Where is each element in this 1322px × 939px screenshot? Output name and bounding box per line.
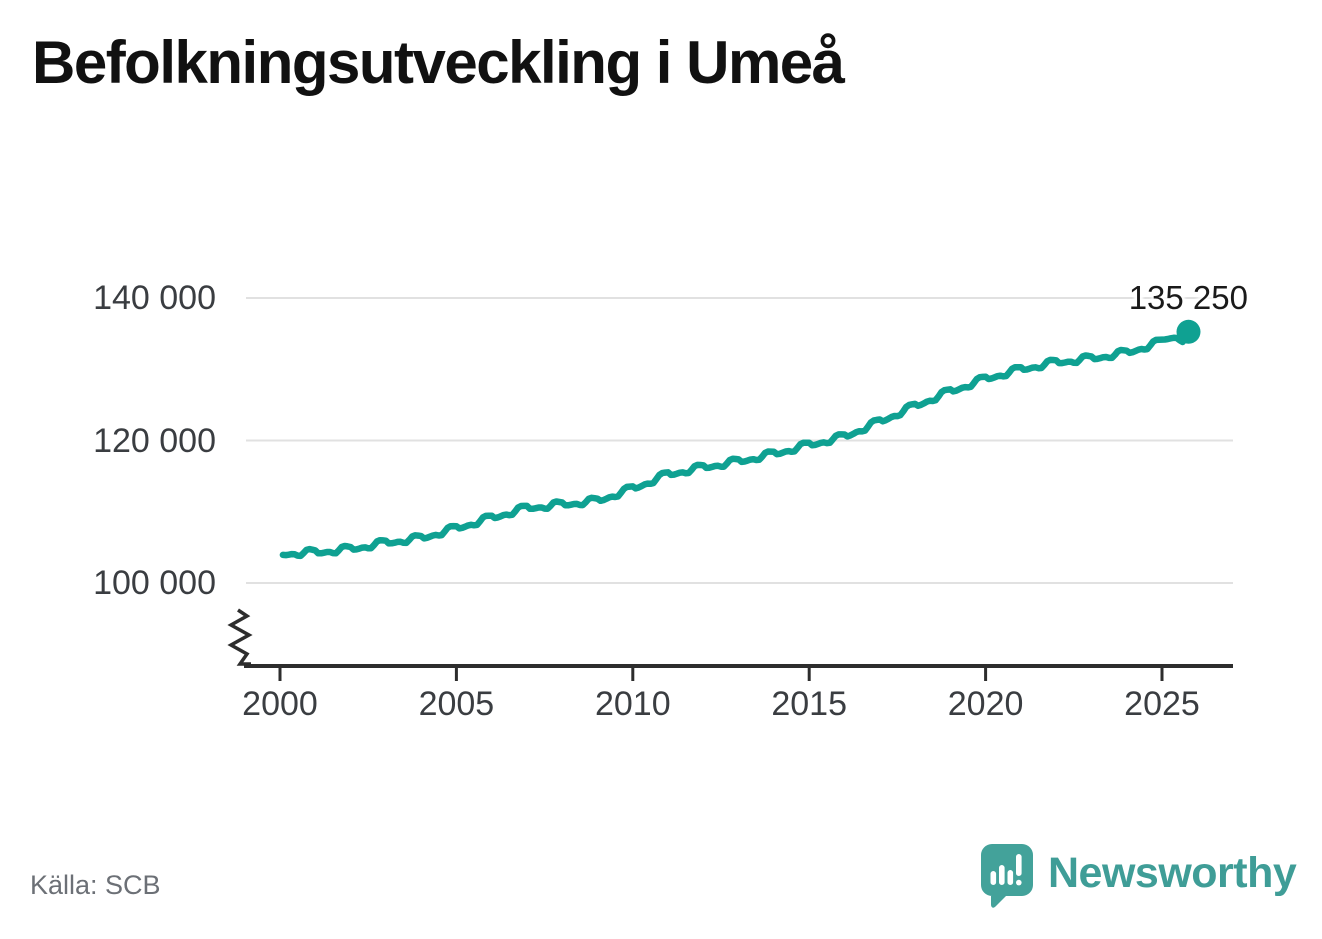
logo-bar-3 xyxy=(1007,870,1014,885)
y-tick-label-140000: 140 000 xyxy=(93,279,216,317)
x-tick-label-2000: 2000 xyxy=(242,685,318,723)
logo-bubble xyxy=(981,844,1033,908)
end-point-dot xyxy=(1176,319,1201,344)
x-tick-label-2010: 2010 xyxy=(594,685,671,723)
x-tick-label-2025: 2025 xyxy=(1124,685,1200,723)
logo-exclamation-dot xyxy=(1016,879,1022,886)
chart-title: Befolkningsutveckling i Umeå xyxy=(32,29,845,96)
x-tick-label-2020: 2020 xyxy=(947,685,1024,723)
x-tick-label-2005: 2005 xyxy=(418,685,495,723)
source-label: Källa: SCB xyxy=(30,870,161,900)
logo-bar-1 xyxy=(990,871,997,885)
logo-exclamation-bar xyxy=(1016,854,1022,876)
newsworthy-brand: Newsworthy xyxy=(981,844,1297,910)
population-line xyxy=(279,328,1192,560)
y-axis-break-icon xyxy=(227,608,253,666)
end-value-label: 135 250 xyxy=(1128,279,1248,316)
logo-bar-2 xyxy=(999,865,1005,885)
y-tick-label-100000: 100 000 xyxy=(93,564,216,602)
y-tick-label-120000: 120 000 xyxy=(93,421,216,460)
newsworthy-logo-icon xyxy=(981,844,1033,908)
newsworthy-wordmark: Newsworthy xyxy=(1048,848,1297,897)
x-tick-label-2015: 2015 xyxy=(771,685,847,723)
